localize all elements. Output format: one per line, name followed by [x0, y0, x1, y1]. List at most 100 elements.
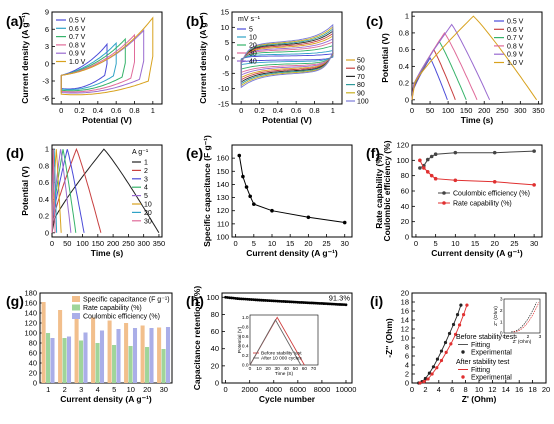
- data-point: [237, 153, 242, 158]
- data-point: [288, 300, 292, 304]
- y-tick-label: 0.8: [39, 161, 49, 170]
- x-tick-label: 0: [59, 106, 63, 115]
- data-point: [318, 301, 322, 305]
- legend-label: 10: [144, 202, 152, 209]
- data-point: [457, 323, 462, 327]
- data-point: [492, 180, 497, 184]
- data-point: [260, 298, 264, 302]
- panel-d: 0 50 100 150 200 250 300 350 0 0.2 0.4 0.6 0.8 1 Time …: [6, 144, 165, 258]
- y-axis-label: Potential (V): [380, 33, 390, 83]
- x-axis-label: Potential (V): [262, 115, 312, 125]
- inset-x-label: Time (S): [275, 371, 294, 377]
- x-tick-label: 0: [224, 385, 228, 394]
- legend-label: 50: [357, 58, 365, 65]
- inset-curve: [249, 318, 302, 366]
- data-point: [443, 340, 448, 345]
- y-tick-label: 100: [206, 293, 219, 302]
- x-tick-label: 15: [471, 239, 479, 248]
- y-tick-label: 6: [405, 352, 409, 361]
- gcd-curve: [51, 148, 160, 234]
- data-point: [290, 300, 294, 304]
- data-point: [433, 152, 438, 156]
- cv-curve: [60, 33, 135, 93]
- bar: [140, 325, 145, 383]
- bar: [149, 328, 154, 383]
- y-tick-label: 60: [29, 349, 37, 358]
- legend-marker: [461, 350, 465, 354]
- y-tick-label: -6: [42, 94, 49, 103]
- y-tick-label: 160: [24, 299, 37, 308]
- legend-label: 1: [144, 160, 148, 167]
- y-tick-label: -3: [42, 77, 49, 86]
- panel-label: (g): [6, 293, 24, 309]
- y-tick-label: 1: [45, 145, 49, 154]
- data-point: [302, 301, 306, 304]
- y-tick-label: 60: [211, 327, 219, 336]
- data-point: [268, 299, 272, 303]
- legend-group-title: Before stability test: [456, 334, 515, 341]
- legend-label: 5: [249, 27, 253, 34]
- x-tick-label: 4: [437, 385, 441, 394]
- data-point: [465, 303, 469, 307]
- plot-frame: [411, 11, 543, 105]
- x-tick-label: 2: [63, 385, 67, 394]
- y-tick-label: 12: [401, 325, 409, 334]
- data-point: [252, 298, 256, 302]
- legend-label: 1.0 V: [507, 60, 524, 67]
- y-tick-label: 10: [401, 334, 409, 343]
- legend-label: 0.5 V: [69, 18, 86, 25]
- y-tick-label: 100: [24, 329, 37, 338]
- gcd-curve: [411, 40, 467, 101]
- legend-label: 0.8 V: [69, 42, 86, 49]
- legend-label: 3: [144, 176, 148, 183]
- legend-label: 10: [249, 35, 257, 42]
- y-tick-label: 14: [401, 316, 409, 325]
- plot-frame: [231, 144, 353, 238]
- legend-swatch: [72, 313, 80, 319]
- inset-y-tick-label: 0.2: [242, 353, 249, 359]
- data-point: [312, 301, 316, 305]
- y-tick-label: 3: [45, 42, 49, 51]
- x-tick-label: 100: [442, 106, 455, 115]
- data-point: [286, 300, 290, 304]
- x-tick-label: 0: [410, 106, 414, 115]
- data-point: [256, 298, 260, 302]
- data-point: [435, 357, 440, 361]
- panel-label: (i): [370, 293, 383, 309]
- bar: [58, 310, 63, 383]
- x-axis-label: Current density (A g⁻¹): [60, 394, 152, 404]
- inset-y-label: Z'' (Ohm): [493, 306, 499, 326]
- data-point: [270, 299, 274, 303]
- y-tick-label: 110: [217, 219, 229, 228]
- x-tick-label: 15: [286, 239, 294, 248]
- data-point: [316, 301, 320, 305]
- y-tick-label: 2: [405, 370, 409, 379]
- y-tick-label: 180: [24, 289, 37, 298]
- legend-label: 30: [249, 51, 257, 58]
- data-point: [292, 300, 296, 304]
- panel-label: (d): [6, 145, 24, 161]
- inset-curve: [513, 302, 540, 333]
- y-tick-label: 0: [45, 59, 49, 68]
- data-point: [453, 150, 458, 155]
- x-tick-label: 8000: [314, 385, 331, 394]
- x-axis-label: Z' (Ohm): [462, 394, 497, 404]
- inset-x-tick-label: 30: [275, 366, 281, 372]
- gcd-curve: [411, 23, 491, 101]
- y-tick-label: 0.4: [399, 62, 409, 71]
- x-tick-label: 0: [414, 239, 418, 248]
- bar: [91, 317, 96, 383]
- bar: [128, 346, 133, 383]
- y-tick-label: 150: [216, 167, 229, 176]
- data-point: [532, 183, 536, 187]
- legend-label: 0.9 V: [69, 51, 86, 58]
- gcd-curve: [51, 149, 62, 233]
- data-point: [306, 215, 311, 220]
- y-tick-label: -15: [218, 100, 229, 109]
- plot-frame: [51, 11, 163, 105]
- y-tick-label: 0.4: [39, 195, 49, 204]
- x-axis-label: Current density (A g⁻¹): [246, 248, 338, 258]
- y-tick-label: 100: [396, 156, 409, 165]
- data-point: [250, 298, 254, 301]
- inset-legend-label: After 10 000 cycles: [261, 356, 302, 362]
